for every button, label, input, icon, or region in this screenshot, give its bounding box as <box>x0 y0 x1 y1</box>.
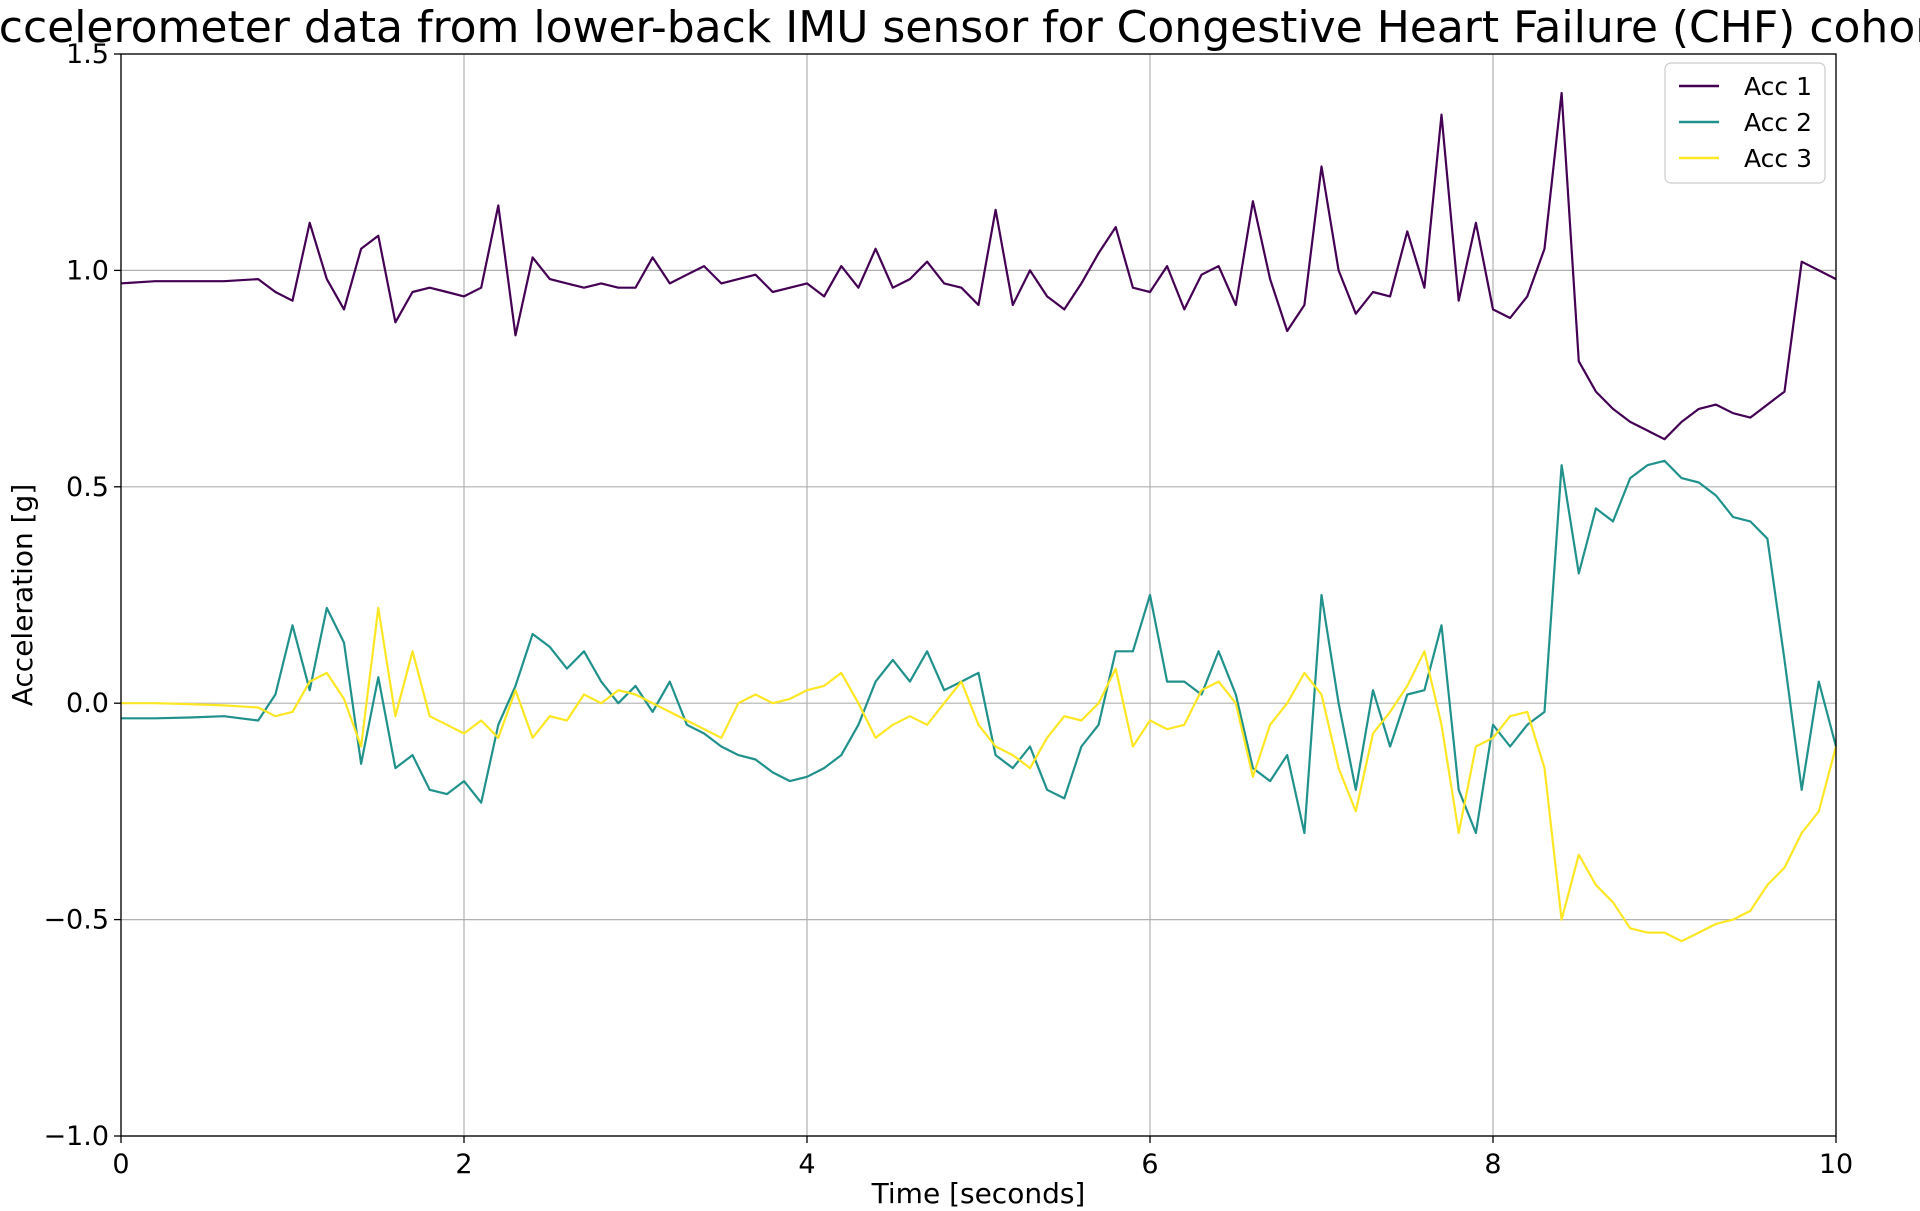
x-tick-label: 0 <box>112 1149 129 1180</box>
x-tick-label: 6 <box>1141 1149 1158 1180</box>
series-line-acc-1 <box>120 91 1837 441</box>
y-tick-label: 0.0 <box>66 688 109 719</box>
y-tick-label: 1.0 <box>66 255 109 286</box>
x-tick-label: 2 <box>455 1149 472 1180</box>
x-tick-label: 4 <box>798 1149 815 1180</box>
legend-label: Acc 1 <box>1744 72 1812 101</box>
x-axis-label: Time [seconds] <box>871 1177 1086 1210</box>
y-tick-label: −1.0 <box>43 1121 109 1152</box>
x-tick-label: 10 <box>1819 1149 1853 1180</box>
y-tick-label: 0.5 <box>66 472 109 503</box>
series-line-acc-2 <box>121 459 1838 835</box>
legend: Acc 1 Acc 2 Acc 3 <box>1664 62 1826 184</box>
legend-box <box>1664 62 1826 184</box>
series-layer <box>120 91 1838 943</box>
legend-label: Acc 3 <box>1744 144 1812 173</box>
chart-title: Accelerometer data from lower-back IMU s… <box>0 2 1920 53</box>
y-axis-label: Acceleration [g] <box>6 484 39 707</box>
y-tick-label: 1.5 <box>66 39 109 70</box>
x-tick-label: 8 <box>1484 1149 1501 1180</box>
y-tick-label: −0.5 <box>43 905 109 936</box>
grid <box>120 53 1837 1137</box>
legend-label: Acc 2 <box>1744 108 1812 137</box>
ticks: 0 2 4 6 8 10 −1.0 −0.5 0.0 0.5 1.0 1.5 <box>43 39 1853 1180</box>
series-line-acc-3 <box>121 606 1838 943</box>
plot-frame <box>120 53 1837 1137</box>
